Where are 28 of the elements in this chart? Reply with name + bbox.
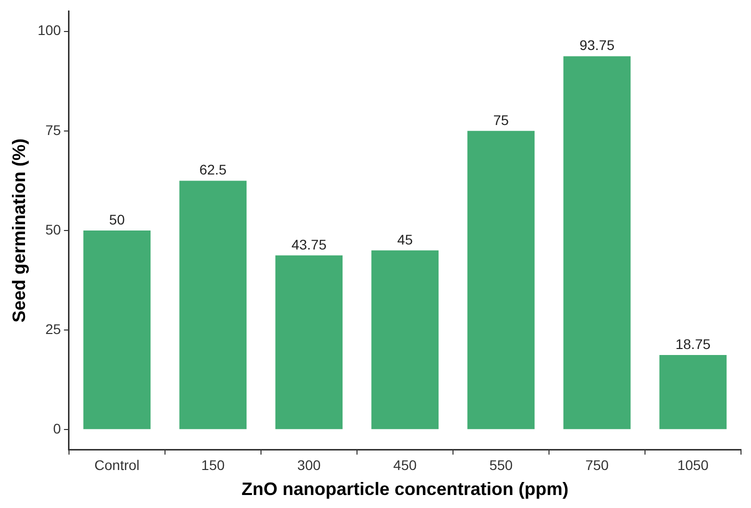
x-tick-label: Control (94, 456, 140, 473)
x-axis-title: ZnO nanoparticle concentration (ppm) (241, 479, 568, 500)
y-tick-label: 100 (38, 22, 62, 38)
bar (83, 230, 151, 430)
bar (659, 354, 727, 430)
x-tick-label: 450 (393, 456, 417, 473)
data-label: 18.75 (675, 336, 711, 352)
x-tick-label: 750 (585, 456, 609, 473)
data-label: 75 (493, 112, 509, 128)
data-label: 93.75 (579, 37, 615, 54)
y-axis-title: Seed germination (%) (8, 138, 29, 323)
bar (275, 255, 343, 430)
x-tick-label: 550 (489, 456, 513, 473)
y-tick-label: 0 (53, 420, 62, 437)
x-tick-label: 150 (201, 456, 225, 473)
bar (467, 130, 535, 430)
data-label: 50 (109, 211, 125, 228)
bar (563, 56, 631, 430)
bar (371, 250, 439, 430)
y-tick-label: 50 (45, 221, 62, 238)
x-tick-label: 1050 (677, 456, 709, 473)
y-tick-label: 25 (45, 320, 62, 337)
bar (179, 180, 247, 430)
y-tick-label: 75 (45, 122, 62, 138)
data-label: 43.75 (291, 236, 327, 252)
x-tick-label: 300 (297, 456, 321, 473)
data-label: 45 (397, 231, 413, 248)
data-label: 62.5 (199, 162, 227, 178)
